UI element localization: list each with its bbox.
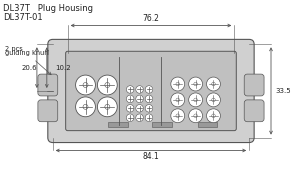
Circle shape (97, 97, 117, 117)
Circle shape (75, 97, 95, 117)
Circle shape (126, 104, 134, 112)
Circle shape (126, 86, 134, 93)
Circle shape (83, 104, 88, 109)
Circle shape (97, 75, 117, 95)
Text: 2 pcs: 2 pcs (5, 46, 23, 52)
Circle shape (189, 77, 202, 91)
Circle shape (145, 114, 153, 121)
Circle shape (105, 83, 110, 88)
Circle shape (136, 95, 143, 103)
Text: guiding knurl: guiding knurl (5, 50, 51, 75)
FancyBboxPatch shape (38, 100, 58, 122)
Circle shape (194, 114, 197, 117)
Circle shape (189, 109, 202, 123)
Circle shape (212, 114, 215, 117)
Circle shape (171, 109, 185, 123)
Circle shape (145, 95, 153, 103)
Circle shape (136, 114, 143, 121)
Bar (108, 122, 128, 127)
FancyBboxPatch shape (66, 51, 236, 131)
Circle shape (207, 93, 221, 107)
Circle shape (207, 77, 221, 91)
Circle shape (145, 86, 153, 93)
FancyBboxPatch shape (38, 74, 58, 96)
Circle shape (83, 83, 88, 88)
Text: 84.1: 84.1 (143, 152, 159, 161)
Circle shape (176, 82, 180, 86)
Circle shape (194, 82, 197, 86)
Circle shape (126, 114, 134, 121)
Text: 33.5: 33.5 (275, 88, 291, 94)
Circle shape (105, 104, 110, 109)
Circle shape (176, 114, 180, 117)
Circle shape (212, 98, 215, 102)
FancyBboxPatch shape (244, 74, 264, 96)
Circle shape (145, 104, 153, 112)
Circle shape (136, 86, 143, 93)
Text: 10.2: 10.2 (55, 65, 70, 71)
Circle shape (171, 93, 185, 107)
Circle shape (126, 95, 134, 103)
Text: DL37T   Plug Housing: DL37T Plug Housing (3, 4, 93, 13)
Text: DL37T-01: DL37T-01 (3, 13, 43, 22)
Text: 20.6: 20.6 (21, 65, 37, 71)
Circle shape (207, 109, 221, 123)
Text: 76.2: 76.2 (143, 13, 160, 22)
Circle shape (136, 104, 143, 112)
FancyBboxPatch shape (244, 100, 264, 122)
Circle shape (194, 98, 197, 102)
Circle shape (171, 77, 185, 91)
Circle shape (176, 98, 180, 102)
Circle shape (212, 82, 215, 86)
Bar (152, 122, 172, 127)
Bar (198, 122, 218, 127)
Circle shape (75, 75, 95, 95)
FancyBboxPatch shape (48, 39, 254, 143)
Circle shape (189, 93, 202, 107)
